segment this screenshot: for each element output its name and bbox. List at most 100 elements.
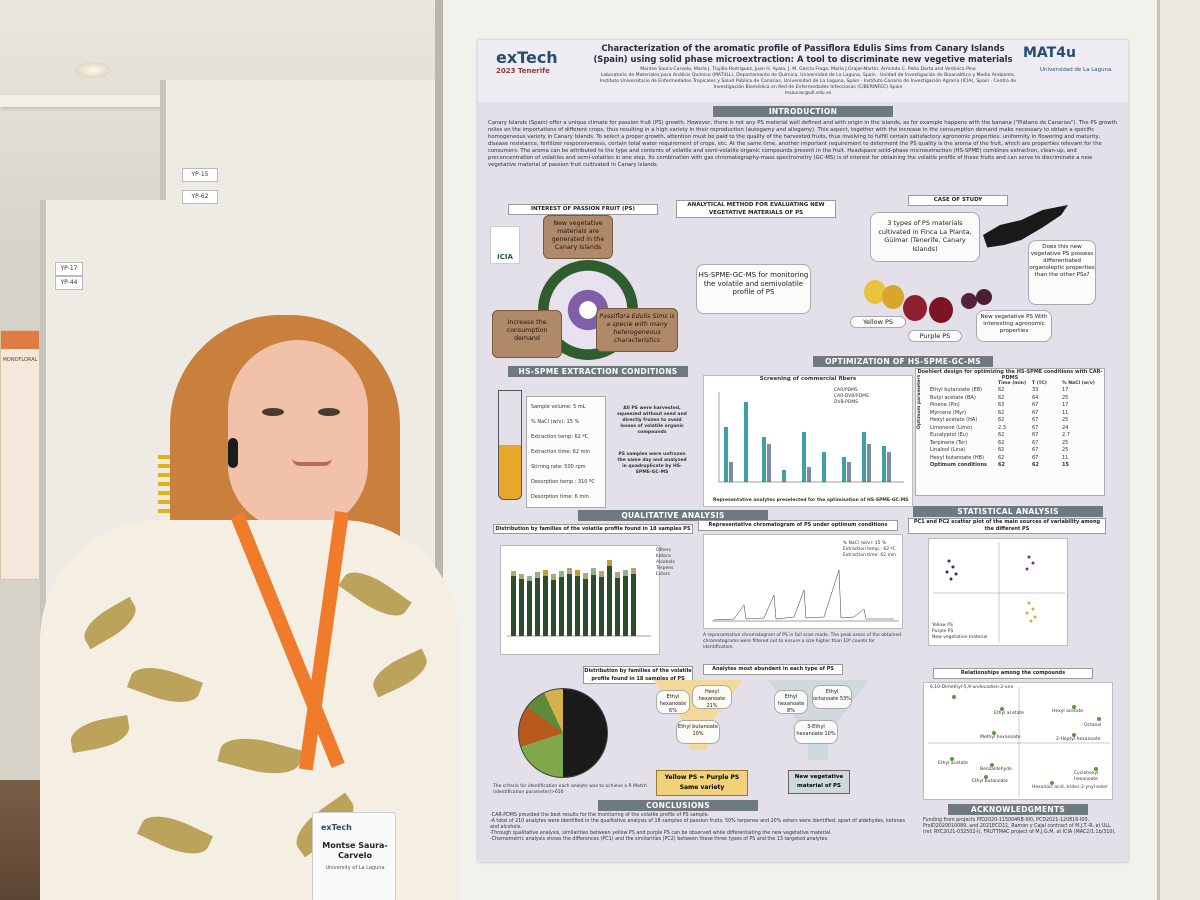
qual-dist-title: Distribution by families of the volatile… bbox=[493, 524, 693, 534]
extech-logo-sub: 2023 Tenerife bbox=[496, 67, 550, 75]
chromatogram-plot: % NaCl (w/v): 15 % Extraction temp.: 62 … bbox=[703, 534, 903, 629]
mat4u-logo: MAT4u bbox=[1023, 45, 1076, 61]
poster-title: Characterization of the aromatic profile… bbox=[593, 43, 1013, 64]
legend-item: Terpens bbox=[656, 566, 674, 571]
doehlert-row: Myrcene (Myr) 62 67 11 bbox=[930, 410, 1104, 418]
doehlert-row: Optimum conditions 62 62 15 bbox=[930, 462, 1104, 470]
cell: 25 bbox=[1062, 417, 1069, 423]
cell: 17 bbox=[1062, 402, 1069, 408]
card-method: HS-SPME-GC-MS for monitoring the volatil… bbox=[696, 264, 811, 314]
cell: 62 bbox=[1032, 462, 1039, 468]
relations-title: Relationships among the compounds bbox=[933, 668, 1093, 679]
dress-leaf-pattern bbox=[367, 648, 433, 698]
doehlert-row: Limonene (Limo) 2.3 67 24 bbox=[930, 425, 1104, 433]
cell: 67 bbox=[1032, 417, 1039, 423]
families-pie-chart bbox=[518, 688, 608, 778]
poster-authors: Montse Saura-Carvelo, María J. Trujillo-… bbox=[598, 67, 1018, 97]
cell: 63 bbox=[998, 402, 1005, 408]
section-optimization: OPTIMIZATION OF HS-SPME-GC-MS bbox=[813, 356, 993, 367]
funnel-new-item: 3-Ethyl hexanoate 10% bbox=[794, 720, 838, 744]
legend-item: DVB-PDMS bbox=[834, 400, 859, 405]
fibers-legend: CAR/PDMS CAR-DVB/PDMS DVB-PDMS bbox=[834, 388, 869, 406]
result-new: New vegetative material of PS bbox=[788, 770, 850, 794]
compound-label: Octanol bbox=[1084, 723, 1102, 728]
cell: Terpinene (Ter) bbox=[930, 439, 968, 446]
ceiling-light bbox=[75, 62, 111, 78]
panel-tag: YP-62 bbox=[182, 190, 218, 204]
card-new-materials: New vegetative materials are generated i… bbox=[543, 215, 613, 259]
cell: 62 bbox=[998, 439, 1005, 446]
conclusion-item: -Through qualitative analysis, similarit… bbox=[490, 831, 832, 836]
fibers-bars bbox=[718, 392, 904, 483]
cell: Optimum conditions bbox=[930, 462, 987, 468]
cell: Linalool (Lina) bbox=[930, 447, 966, 453]
cell: Eucalyptol (Eu) bbox=[930, 432, 968, 438]
cell: 67 bbox=[1032, 454, 1039, 461]
legend-item: Yellow PS bbox=[932, 623, 953, 628]
compound-label: Ethyl butanoate bbox=[972, 779, 1008, 784]
pca-svg bbox=[933, 543, 1065, 643]
compound-label: Ethyl acetate bbox=[994, 711, 1024, 716]
badge-name: Montse Saura-Carvelo bbox=[322, 841, 388, 860]
doehlert-header-cell: % NaCl (w/v) bbox=[1062, 381, 1095, 386]
compound-label: Benzaldehyde bbox=[980, 767, 1012, 772]
legend-item: Alcohols bbox=[656, 560, 675, 565]
neighbor-poster: MONOFLORAL bbox=[0, 330, 40, 580]
compound-label: Hexanoic acid, tridec-2-ynyl ester bbox=[1032, 785, 1108, 790]
authors-line: Montse Saura-Carvelo, María J. Trujillo-… bbox=[640, 67, 976, 72]
yellow-fruit bbox=[864, 280, 886, 304]
pca-legend: Yellow PS Purple PS New vegetative mater… bbox=[932, 623, 987, 641]
scientific-poster: exTech 2023 Tenerife Characterization of… bbox=[478, 40, 1128, 862]
cell: 11 bbox=[1062, 409, 1069, 416]
cell: 62 bbox=[998, 387, 1005, 393]
panel-tag: YP-44 bbox=[55, 276, 83, 290]
families-stacked-bars bbox=[500, 545, 660, 655]
badge-logo: exTech bbox=[321, 823, 352, 832]
legend-item: Purple PS bbox=[932, 629, 954, 634]
dress-leaf-pattern bbox=[217, 730, 303, 782]
ack-text: Funding from projects PID2020-115004RB-I… bbox=[923, 818, 1116, 835]
section-extraction: HS-SPME EXTRACTION CONDITIONS bbox=[508, 366, 688, 377]
funnel-yellow-item: Hexyl hexanoate 21% bbox=[692, 685, 732, 709]
doehlert-table: Doehlert design for optimizing the HS-SP… bbox=[915, 368, 1105, 496]
compound-label: Ethyl acetate bbox=[938, 761, 968, 766]
cell: 24 bbox=[1062, 424, 1069, 431]
cell: 62 bbox=[998, 417, 1005, 423]
pca-scatter: Yellow PS Purple PS New vegetative mater… bbox=[928, 538, 1068, 646]
label-new-veg: New vegetative PS With interesting agron… bbox=[976, 310, 1052, 342]
name-badge: exTech Montse Saura-Carvelo University o… bbox=[312, 812, 396, 900]
pca-title: PC1 and PC2 scatter plot of the main sou… bbox=[908, 518, 1106, 534]
cell: 11 bbox=[1062, 454, 1069, 461]
chrom-condition: Extraction temp.: 62 ºC bbox=[842, 547, 896, 552]
doehlert-row: Terpinene (Ter) 62 67 25 bbox=[930, 440, 1104, 448]
cell: 62 bbox=[998, 454, 1005, 461]
section-statistical: STATISTICAL ANALYSIS bbox=[913, 506, 1103, 517]
affiliations-line: Laboratorio de Materiales para Análisis … bbox=[599, 73, 1017, 90]
condition-item: Extraction temp: 62 ºC bbox=[531, 434, 589, 440]
purple-fruit bbox=[929, 297, 953, 323]
person-face bbox=[228, 340, 368, 530]
extech-logo-text: exTech bbox=[496, 48, 558, 67]
cell: 67 bbox=[1032, 432, 1039, 438]
result-yellow-title: Yellow PS = Purple PS bbox=[664, 774, 740, 781]
card-case: 3 types of PS materials cultivated in Fi… bbox=[870, 212, 980, 262]
dress-leaf-pattern bbox=[68, 715, 132, 753]
cell: Myrcene (Myr) bbox=[930, 409, 967, 416]
compound-label: Methyl hexanoate bbox=[980, 735, 1021, 740]
cell: 25 bbox=[1062, 447, 1069, 453]
cell: Limonene (Limo) bbox=[930, 424, 973, 431]
doehlert-row: Linalool (Lina) 62 67 25 bbox=[930, 447, 1104, 455]
legend-item: Ketons bbox=[656, 554, 672, 559]
person-eye bbox=[262, 408, 284, 416]
cell: 2.7 bbox=[1062, 432, 1070, 438]
condition-item: Stirring rate: 500 rpm bbox=[531, 464, 586, 470]
pie-note: The criteria for identification each ana… bbox=[493, 784, 647, 795]
icia-logo: ICIA bbox=[490, 226, 520, 264]
legend-item: CAR/PDMS bbox=[834, 388, 858, 393]
label-purple: Purple PS bbox=[908, 330, 962, 342]
chrom-condition: Extraction time: 62 min bbox=[842, 553, 896, 558]
condition-item: Desorption time: 6 min bbox=[531, 494, 589, 500]
cell: 67 bbox=[1032, 402, 1039, 408]
funnel-new-item: Ethyl octanoate 53% bbox=[812, 685, 852, 709]
cell: 67 bbox=[1032, 424, 1039, 431]
